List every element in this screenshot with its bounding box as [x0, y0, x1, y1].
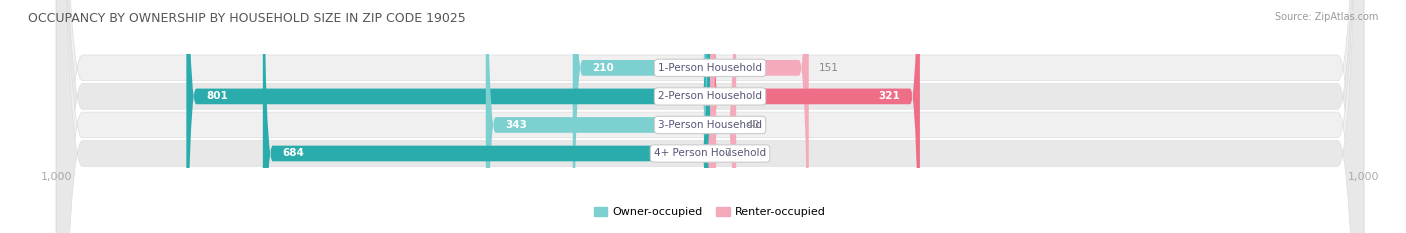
Text: 684: 684: [283, 148, 304, 158]
Text: OCCUPANCY BY OWNERSHIP BY HOUSEHOLD SIZE IN ZIP CODE 19025: OCCUPANCY BY OWNERSHIP BY HOUSEHOLD SIZE…: [28, 12, 465, 25]
Text: 210: 210: [592, 63, 614, 73]
FancyBboxPatch shape: [704, 0, 720, 233]
FancyBboxPatch shape: [710, 0, 737, 233]
FancyBboxPatch shape: [263, 0, 710, 233]
Text: 3-Person Household: 3-Person Household: [658, 120, 762, 130]
Text: 4+ Person Household: 4+ Person Household: [654, 148, 766, 158]
FancyBboxPatch shape: [486, 0, 710, 233]
Text: 343: 343: [505, 120, 527, 130]
FancyBboxPatch shape: [56, 0, 1364, 233]
FancyBboxPatch shape: [56, 0, 1364, 233]
FancyBboxPatch shape: [56, 0, 1364, 233]
Text: 321: 321: [879, 91, 900, 101]
FancyBboxPatch shape: [710, 0, 808, 233]
Text: 2-Person Household: 2-Person Household: [658, 91, 762, 101]
Legend: Owner-occupied, Renter-occupied: Owner-occupied, Renter-occupied: [589, 202, 831, 222]
Text: 801: 801: [205, 91, 228, 101]
Text: 40: 40: [747, 120, 759, 130]
FancyBboxPatch shape: [572, 0, 710, 233]
FancyBboxPatch shape: [710, 0, 920, 233]
Text: 7: 7: [724, 148, 731, 158]
Text: Source: ZipAtlas.com: Source: ZipAtlas.com: [1274, 12, 1378, 22]
FancyBboxPatch shape: [56, 0, 1364, 233]
Text: 1-Person Household: 1-Person Household: [658, 63, 762, 73]
Text: 151: 151: [818, 63, 838, 73]
FancyBboxPatch shape: [187, 0, 710, 233]
